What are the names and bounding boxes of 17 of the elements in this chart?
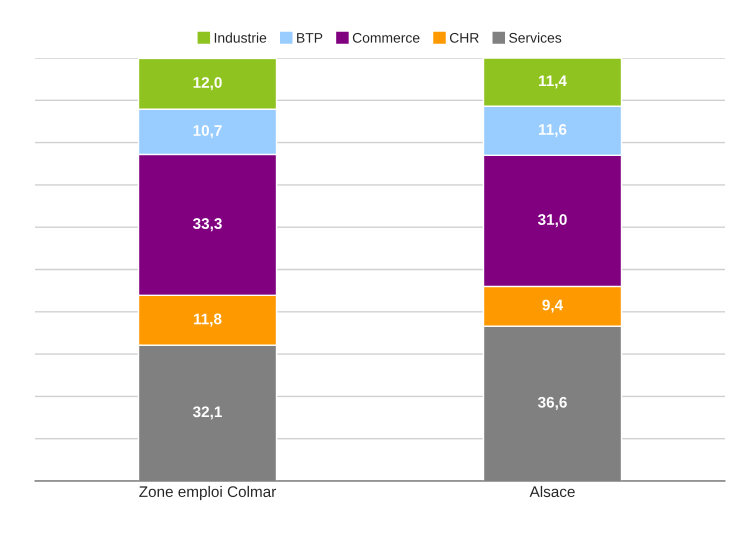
- data-label: 11,4: [539, 76, 567, 88]
- legend-label: BTP: [297, 33, 322, 43]
- data-label: 11,8: [194, 314, 222, 327]
- data-label: 31,0: [538, 214, 567, 228]
- data-label: 10,7: [194, 125, 222, 138]
- data-label: 12,0: [194, 77, 222, 90]
- x-tick-label: Zone emploi Colmar: [139, 486, 276, 500]
- legend-label: Industrie: [214, 32, 266, 43]
- data-label: 32,1: [192, 406, 222, 420]
- x-tick-label: Alsace: [530, 486, 575, 498]
- legend-label: Services: [509, 32, 562, 43]
- data-label: 36,6: [538, 396, 567, 410]
- legend-label: CHR: [450, 32, 479, 43]
- legend-label: Commerce: [352, 32, 420, 43]
- data-label: 9,4: [542, 300, 564, 313]
- data-label: 11,6: [539, 124, 566, 138]
- data-label: 33,3: [192, 218, 222, 232]
